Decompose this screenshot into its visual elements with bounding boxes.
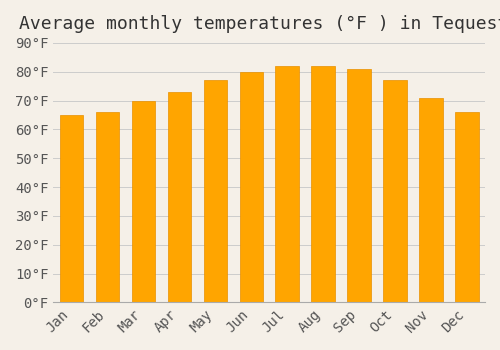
Bar (132, 100, 155, 302)
Bar (276, 66, 299, 302)
Bar (420, 98, 442, 302)
Bar (240, 72, 263, 302)
Bar (312, 66, 335, 302)
Bar (384, 80, 407, 302)
Title: Average monthly temperatures (°F ) in Tequesta: Average monthly temperatures (°F ) in Te… (19, 15, 500, 33)
Bar (168, 92, 191, 302)
Bar (456, 112, 478, 302)
Bar (96, 112, 119, 302)
Bar (204, 80, 227, 302)
Bar (348, 69, 371, 302)
Bar (60, 115, 83, 302)
